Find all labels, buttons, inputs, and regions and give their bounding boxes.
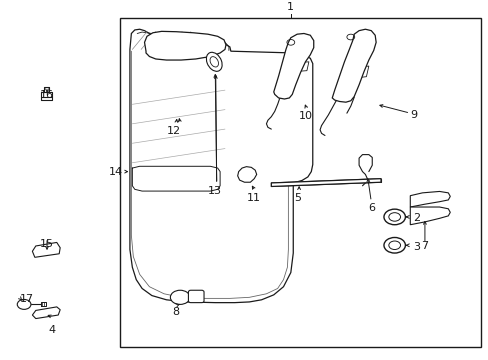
Text: 11: 11 bbox=[247, 193, 261, 203]
Text: 10: 10 bbox=[298, 111, 312, 121]
Text: 13: 13 bbox=[208, 186, 222, 196]
Ellipse shape bbox=[210, 57, 218, 67]
Circle shape bbox=[388, 241, 400, 249]
Polygon shape bbox=[237, 167, 256, 182]
Text: 12: 12 bbox=[166, 126, 181, 136]
FancyBboxPatch shape bbox=[188, 290, 203, 303]
Text: 1: 1 bbox=[287, 2, 294, 12]
Polygon shape bbox=[271, 179, 380, 186]
Polygon shape bbox=[144, 31, 225, 60]
Polygon shape bbox=[32, 242, 60, 257]
Circle shape bbox=[388, 213, 400, 221]
Circle shape bbox=[170, 290, 189, 305]
Text: 7: 7 bbox=[421, 241, 427, 251]
Text: 15: 15 bbox=[40, 239, 54, 249]
Text: 17: 17 bbox=[20, 294, 34, 304]
Polygon shape bbox=[130, 29, 312, 303]
Polygon shape bbox=[331, 29, 375, 102]
Ellipse shape bbox=[206, 52, 222, 71]
Text: 5: 5 bbox=[294, 193, 301, 203]
Polygon shape bbox=[409, 192, 449, 207]
Text: 3: 3 bbox=[412, 242, 419, 252]
Text: 6: 6 bbox=[367, 203, 374, 213]
Text: 2: 2 bbox=[412, 213, 419, 222]
Polygon shape bbox=[273, 33, 313, 99]
Text: 16: 16 bbox=[40, 90, 54, 100]
Polygon shape bbox=[409, 207, 449, 225]
Circle shape bbox=[383, 238, 405, 253]
Circle shape bbox=[17, 300, 31, 309]
Text: 4: 4 bbox=[48, 325, 55, 334]
Circle shape bbox=[383, 209, 405, 225]
Text: 14: 14 bbox=[108, 167, 122, 177]
Text: 9: 9 bbox=[409, 110, 417, 120]
Bar bbox=[120, 18, 480, 347]
Polygon shape bbox=[32, 307, 60, 319]
Text: 8: 8 bbox=[172, 307, 180, 317]
